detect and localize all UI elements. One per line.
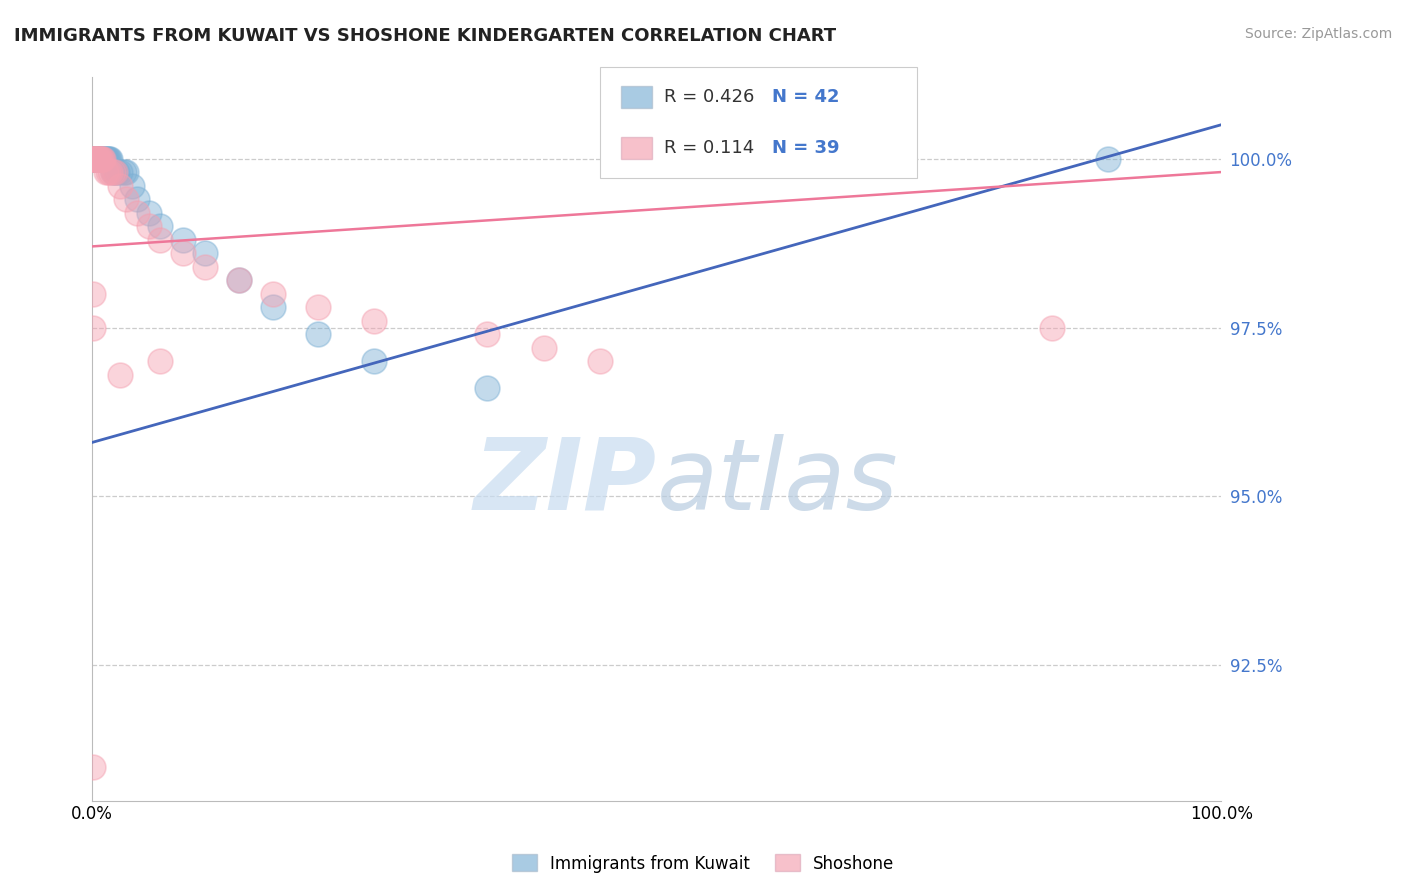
Point [172, 246, 194, 260]
Point [87, 152, 110, 166]
Point [363, 314, 385, 328]
Point [110, 178, 132, 193]
Point [91, 152, 114, 166]
Point [86, 152, 108, 166]
Point [82, 152, 104, 166]
Point [82, 152, 104, 166]
Text: N = 42: N = 42 [772, 88, 839, 106]
Point [90, 152, 112, 166]
Point [86, 152, 108, 166]
Point [194, 246, 217, 260]
Point [477, 327, 499, 342]
Point [84, 152, 107, 166]
Point [533, 341, 555, 355]
Point [83, 152, 105, 166]
Point [96, 152, 118, 166]
Point [228, 273, 250, 287]
Point [87, 152, 110, 166]
Point [115, 192, 138, 206]
Point [84, 152, 107, 166]
Point [93, 152, 115, 166]
Point [101, 165, 124, 179]
Point [97, 152, 120, 166]
Point [83, 152, 105, 166]
Point [110, 165, 132, 179]
Point [89, 152, 111, 166]
Point [121, 178, 143, 193]
Point [110, 368, 132, 382]
Point [84, 152, 107, 166]
Point [82, 152, 104, 166]
Point [307, 327, 329, 342]
Text: Source: ZipAtlas.com: Source: ZipAtlas.com [1244, 27, 1392, 41]
Point [104, 165, 127, 179]
Point [307, 300, 329, 314]
Point [363, 354, 385, 368]
Point [82, 760, 104, 774]
Point [149, 219, 172, 234]
Point [82, 286, 104, 301]
Point [94, 165, 117, 179]
Point [82, 320, 104, 334]
Point [104, 165, 127, 179]
Legend: Immigrants from Kuwait, Shoshone: Immigrants from Kuwait, Shoshone [505, 847, 901, 880]
Point [94, 152, 117, 166]
Point [127, 205, 149, 219]
Point [228, 273, 250, 287]
Point [82, 152, 104, 166]
Point [149, 233, 172, 247]
Point [83, 152, 105, 166]
Point [1097, 152, 1119, 166]
Point [98, 165, 121, 179]
Point [93, 152, 115, 166]
Point [93, 152, 115, 166]
Point [91, 152, 114, 166]
Point [98, 152, 121, 166]
Point [149, 354, 172, 368]
Point [89, 152, 111, 166]
Point [82, 152, 104, 166]
Point [87, 152, 110, 166]
Point [477, 381, 499, 395]
Point [138, 219, 160, 234]
Point [82, 152, 104, 166]
Point [1040, 320, 1063, 334]
Text: IMMIGRANTS FROM KUWAIT VS SHOSHONE KINDERGARTEN CORRELATION CHART: IMMIGRANTS FROM KUWAIT VS SHOSHONE KINDE… [14, 27, 837, 45]
Point [194, 260, 217, 274]
Point [115, 165, 138, 179]
Point [105, 165, 128, 179]
Point [589, 354, 612, 368]
Point [172, 233, 194, 247]
Point [87, 152, 110, 166]
Text: R = 0.114: R = 0.114 [664, 139, 754, 157]
Point [89, 152, 111, 166]
Point [262, 286, 284, 301]
Text: R = 0.426: R = 0.426 [664, 88, 754, 106]
Point [90, 152, 112, 166]
Text: ZIP: ZIP [474, 434, 657, 531]
Point [262, 300, 284, 314]
Point [83, 152, 105, 166]
Text: N = 39: N = 39 [772, 139, 839, 157]
Point [101, 165, 124, 179]
Point [127, 192, 149, 206]
Point [84, 152, 107, 166]
Point [97, 165, 120, 179]
Point [87, 152, 110, 166]
Point [138, 205, 160, 219]
Point [86, 152, 108, 166]
Point [83, 152, 105, 166]
Point [98, 152, 121, 166]
Point [112, 165, 135, 179]
Text: atlas: atlas [657, 434, 898, 531]
